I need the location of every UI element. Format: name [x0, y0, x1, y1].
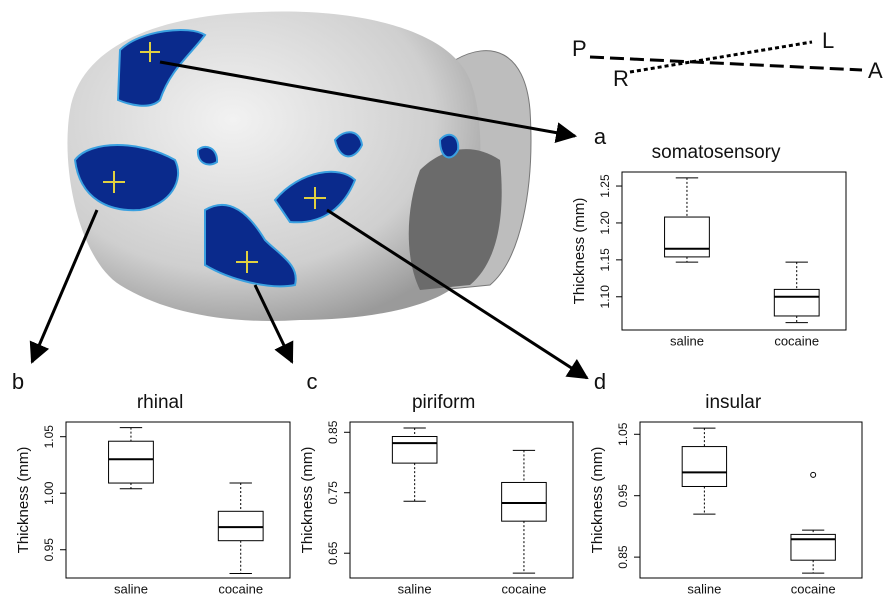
box — [502, 482, 547, 521]
box — [791, 534, 835, 560]
plot-frame — [66, 422, 290, 578]
box — [665, 217, 710, 257]
orientation-label: P — [572, 36, 587, 61]
y-tick-label: 0.85 — [616, 545, 630, 569]
chart-title: insular — [705, 392, 762, 413]
y-tick-label: 1.00 — [42, 481, 56, 505]
y-tick-label: 0.95 — [616, 484, 630, 508]
chart-title: rhinal — [137, 392, 183, 413]
figure: P A L R a b c d somatosensory Thickness (… — [0, 0, 884, 598]
box — [392, 437, 437, 464]
y-tick-label: 0.65 — [326, 541, 340, 565]
y-tick-label: 1.15 — [598, 248, 612, 272]
panel-label: b — [12, 369, 24, 394]
y-axis-label: Thickness (mm) — [571, 198, 588, 305]
box — [774, 289, 819, 316]
x-tick-label: saline — [670, 333, 704, 348]
x-tick-label: cocaine — [774, 333, 819, 348]
y-axis-label: Thickness (mm) — [589, 447, 606, 554]
x-tick-label: cocaine — [502, 581, 547, 596]
box — [218, 511, 263, 540]
x-tick-label: cocaine — [218, 581, 263, 596]
x-tick-label: saline — [114, 581, 148, 596]
y-tick-label: 0.75 — [326, 481, 340, 505]
y-tick-label: 0.95 — [42, 538, 56, 562]
y-axis-label: Thickness (mm) — [15, 447, 32, 554]
panel-label: a — [594, 124, 607, 149]
y-tick-label: 0.85 — [326, 420, 340, 444]
chart-title: piriform — [412, 392, 475, 413]
x-tick-label: cocaine — [791, 581, 836, 596]
y-tick-label: 1.05 — [42, 425, 56, 449]
orientation-label: R — [613, 66, 629, 91]
panel-label: d — [594, 369, 606, 394]
chart-title: somatosensory — [652, 142, 781, 163]
y-tick-label: 1.05 — [616, 422, 630, 446]
y-tick-label: 1.20 — [598, 211, 612, 235]
x-tick-label: saline — [687, 581, 721, 596]
orientation-label: A — [868, 58, 883, 83]
panel-label: c — [307, 369, 318, 394]
orientation-label: L — [822, 28, 834, 53]
box — [682, 447, 726, 487]
box — [109, 441, 154, 483]
brain — [67, 12, 530, 321]
y-tick-label: 1.10 — [598, 285, 612, 309]
y-tick-label: 1.25 — [598, 174, 612, 198]
y-axis-label: Thickness (mm) — [299, 447, 316, 554]
outlier — [811, 472, 816, 477]
x-tick-label: saline — [398, 581, 432, 596]
